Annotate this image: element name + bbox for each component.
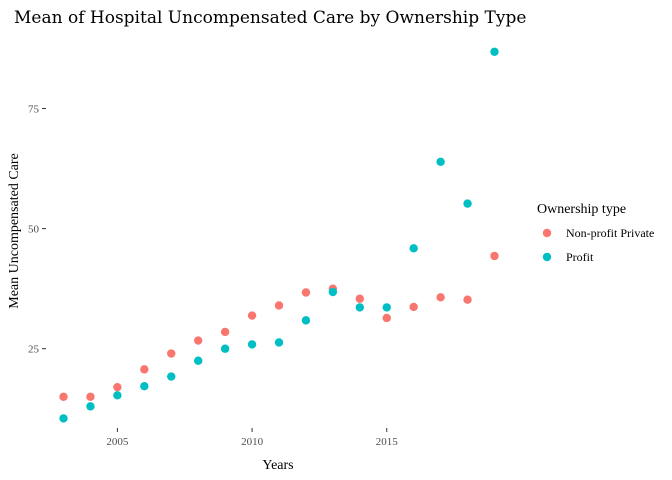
data-point: [59, 392, 68, 401]
data-point: [247, 340, 257, 349]
data-point: [274, 301, 284, 310]
y-axis: 25 50 75: [28, 103, 46, 356]
legend-entry-label: Non-profit Private: [566, 226, 654, 240]
data-point: [463, 199, 472, 208]
series-profit: [59, 47, 499, 423]
legend-title: Ownership type: [537, 202, 626, 217]
legend-entry-label: Profit: [566, 250, 594, 264]
data-point: [140, 381, 149, 391]
data-point: [463, 295, 472, 304]
data-point: [86, 402, 95, 411]
data-point: [382, 313, 391, 323]
data-point: [193, 336, 203, 345]
data-point: [490, 251, 499, 261]
y-tick-label: 25: [28, 344, 40, 356]
data-point: [301, 316, 311, 325]
data-point: [59, 414, 68, 423]
data-point: [301, 288, 311, 297]
series-non-profit-private: [59, 251, 499, 401]
data-point: [167, 372, 176, 381]
data-point: [167, 349, 176, 358]
y-axis-label: Mean Uncompensated Care: [7, 153, 22, 309]
data-point: [436, 157, 445, 167]
data-point: [220, 344, 230, 353]
data-point: [490, 47, 499, 56]
data-point: [113, 391, 122, 400]
data-point: [409, 244, 418, 253]
data-point: [140, 365, 149, 374]
x-tick-label: 2005: [106, 436, 129, 448]
data-point: [193, 356, 203, 365]
x-axis-label: Years: [262, 458, 293, 473]
x-tick-label: 2015: [376, 436, 399, 448]
data-point: [382, 303, 391, 312]
data-point: [355, 303, 365, 312]
data-point: [409, 302, 418, 312]
y-tick-label: 50: [28, 224, 40, 236]
data-point: [355, 294, 365, 303]
legend-key: [542, 228, 552, 238]
data-point: [328, 287, 338, 297]
data-point: [274, 338, 284, 347]
data-point: [220, 327, 230, 337]
x-axis: 2005 2010 2015: [106, 428, 398, 448]
chart-title: Mean of Hospital Uncompensated Care by O…: [14, 8, 526, 28]
legend-key: [542, 252, 552, 262]
data-point: [113, 382, 122, 392]
legend: Ownership type Non-profit Private Profit: [537, 202, 654, 264]
data-point: [436, 293, 445, 302]
x-tick-label: 2010: [241, 436, 264, 448]
plot-area: [59, 47, 499, 423]
data-point: [247, 311, 257, 320]
y-tick-label: 75: [28, 103, 40, 115]
data-point: [86, 392, 95, 401]
